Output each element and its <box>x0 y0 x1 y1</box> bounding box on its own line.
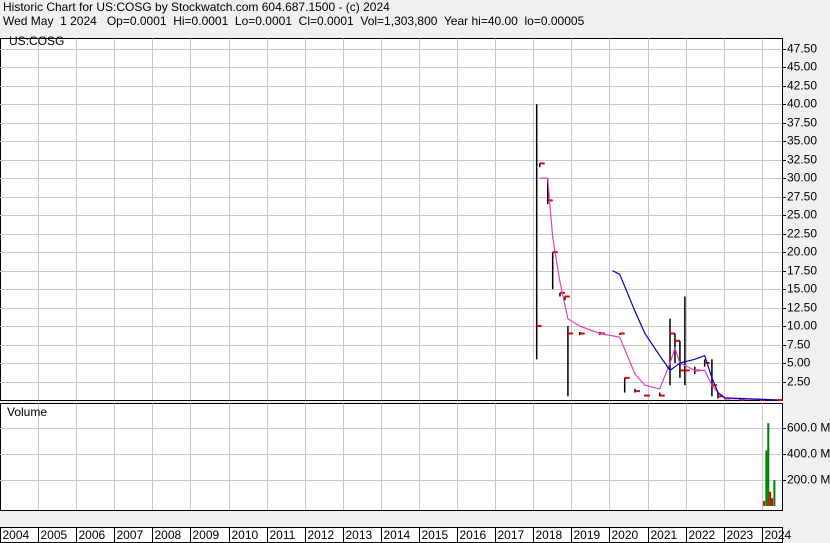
price-panel <box>0 38 783 401</box>
y-tick-label: 17.50 <box>787 264 817 278</box>
x-tick-label: 2008 <box>155 528 182 542</box>
x-tick-label: 2019 <box>574 528 601 542</box>
quote-summary: Wed May 1 2024 Op=0.0001 Hi=0.0001 Lo=0.… <box>3 14 585 28</box>
chart-title: Historic Chart for US:COSG by Stockwatch… <box>3 0 390 14</box>
x-tick-label: 2022 <box>689 528 716 542</box>
volume-bar <box>765 450 768 506</box>
y-tick-label: 7.50 <box>787 338 811 352</box>
y-tick-label: 400.0 M <box>787 447 830 461</box>
y-tick-label: 37.50 <box>787 116 817 130</box>
panel-label: US:COSG <box>9 34 64 48</box>
volume-bar <box>773 480 776 506</box>
volume-bar <box>769 491 772 506</box>
x-tick-label: 2009 <box>193 528 220 542</box>
volume-bar <box>767 423 770 506</box>
x-tick-label: 2021 <box>651 528 678 542</box>
y-tick-label: 27.50 <box>787 190 817 204</box>
y-tick-label: 45.00 <box>787 60 817 74</box>
y-tick-label: 15.00 <box>787 282 817 296</box>
y-tick-label: 32.50 <box>787 153 817 167</box>
y-tick-label: 30.00 <box>787 171 817 185</box>
y-tick-label: 47.50 <box>787 42 817 56</box>
x-tick-label: 2013 <box>346 528 373 542</box>
x-tick-label: 2005 <box>41 528 68 542</box>
x-tick-label: 2020 <box>612 528 639 542</box>
y-tick-label: 25.00 <box>787 208 817 222</box>
x-tick-label: 2011 <box>270 528 296 542</box>
y-tick-label: 12.50 <box>787 301 817 315</box>
x-tick-label: 2004 <box>3 528 30 542</box>
y-tick-label: 600.0 M <box>787 421 830 435</box>
y-tick-label: 5.00 <box>787 356 811 370</box>
y-tick-label: 40.00 <box>787 97 817 111</box>
x-tick-label: 2023 <box>727 528 754 542</box>
y-tick-label: 200.0 M <box>787 473 830 487</box>
x-tick-label: 2017 <box>498 528 525 542</box>
x-tick-label: 2014 <box>384 528 411 542</box>
y-tick-label: 20.00 <box>787 245 817 259</box>
x-tick-label: 2006 <box>79 528 106 542</box>
volume-bar <box>763 500 766 506</box>
x-tick-label: 2015 <box>422 528 449 542</box>
y-tick-label: 42.50 <box>787 79 817 93</box>
moving-average <box>539 177 778 401</box>
x-tick-label: 2007 <box>117 528 144 542</box>
x-tick-label: 2012 <box>308 528 335 542</box>
y-tick-label: 35.00 <box>787 134 817 148</box>
panel-label: Volume <box>7 405 47 419</box>
y-tick-label: 2.50 <box>787 375 811 389</box>
volume-panel <box>0 403 783 511</box>
y-tick-label: 22.50 <box>787 227 817 241</box>
moving-average <box>612 270 778 401</box>
x-tick-label: 2024 <box>765 528 792 542</box>
x-tick-label: 2018 <box>536 528 563 542</box>
x-tick-label: 2010 <box>232 528 259 542</box>
y-tick-label: 10.00 <box>787 319 817 333</box>
volume-bar <box>771 498 774 506</box>
x-tick-label: 2016 <box>460 528 487 542</box>
marks <box>535 104 783 506</box>
